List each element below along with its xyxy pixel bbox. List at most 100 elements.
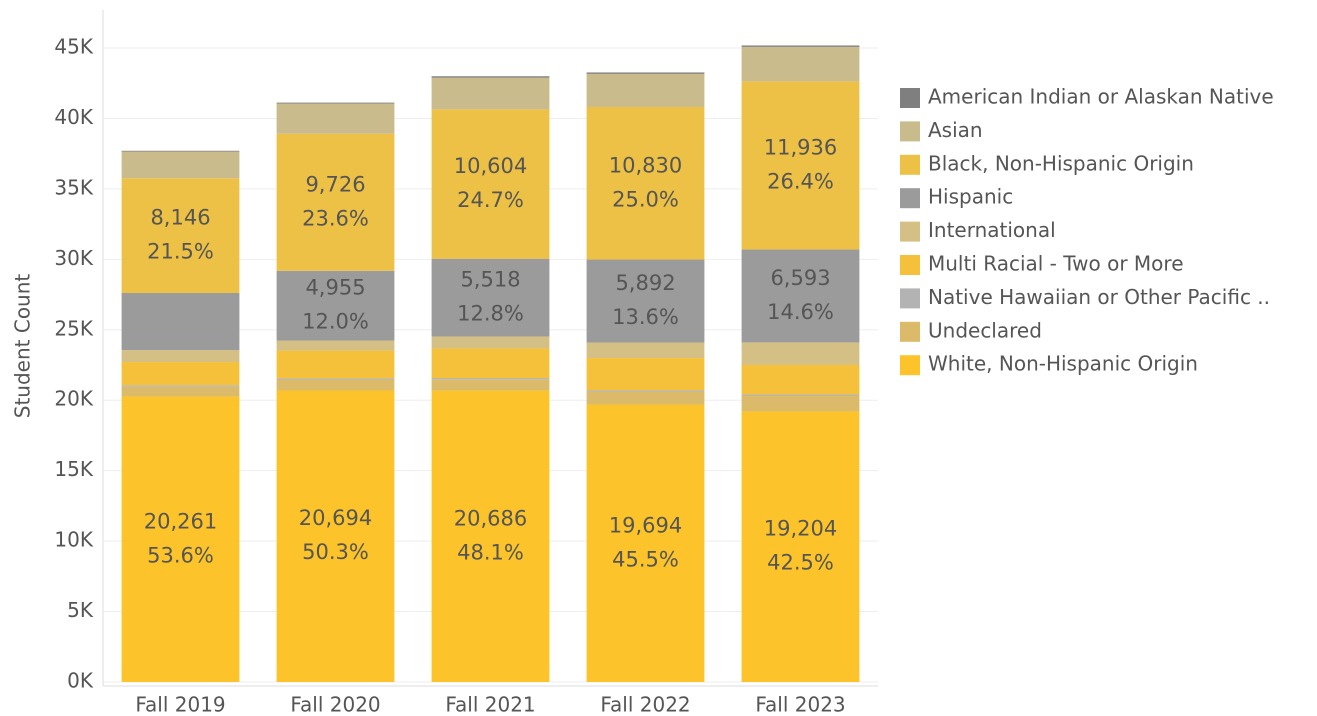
data-label: 13.6% [612,305,679,329]
bar-segment [586,73,705,107]
y-tick-label: 0K [67,669,94,693]
bar-segment [586,390,705,392]
bar-segment [121,293,240,351]
bar-segment [741,342,860,365]
bar-segment [741,46,860,82]
bar-segment [121,150,240,152]
bar-segment [741,411,860,682]
bar-segment [121,386,240,397]
x-tick-label: Fall 2022 [600,693,690,716]
bar-segment [741,364,860,395]
bar-segment [431,258,550,337]
legend-label: Asian [928,118,983,142]
y-tick-label: 25K [54,316,93,340]
legend-label: Native Hawaiian or Other Pacific .. [928,285,1270,309]
bar-segment [276,133,395,271]
bar-segment [121,178,240,294]
legend-swatch [900,255,920,275]
data-label: 20,261 [144,509,217,533]
data-label: 19,694 [609,513,682,537]
data-label: 25.0% [612,187,679,211]
bar-segment [431,109,550,259]
bar-segment [586,391,705,405]
data-label: 23.6% [302,206,369,230]
x-tick-label: Fall 2023 [755,693,845,716]
bar-segment [276,379,395,391]
legend-label: White, Non-Hispanic Origin [928,352,1198,376]
bar-segment [431,77,550,110]
bar-segment [586,106,705,260]
bar-segment [276,270,395,341]
legend-swatch [900,154,920,175]
data-label: 5,518 [460,268,520,292]
data-label: 12.0% [302,310,369,334]
data-label: 19,204 [764,517,837,541]
y-tick-label: 5K [67,598,94,622]
data-label: 53.6% [147,543,214,567]
bar-segment [276,340,395,351]
bar-segment [431,348,550,379]
data-label: 48.1% [457,540,524,564]
x-tick-label: Fall 2021 [445,693,535,716]
bar-segment [431,76,550,78]
bar-segment [586,72,705,74]
y-tick-label: 45K [54,35,93,59]
data-label: 10,604 [454,154,527,178]
bar-segment [586,342,705,359]
y-tick-label: 35K [54,175,93,199]
data-label: 50.3% [302,540,369,564]
data-label: 10,830 [609,153,682,177]
legend-label: Multi Racial - Two or More [928,252,1184,276]
data-label: 45.5% [612,547,679,571]
legend-swatch [900,355,920,376]
bar-segment [741,81,860,250]
bar-segment [121,362,240,386]
bar-segment [431,378,550,380]
y-tick-label: 15K [54,457,93,481]
bar-segment [121,396,240,682]
bar-segment [741,249,860,343]
bar-segment [276,390,395,682]
legend-label: International [928,218,1056,242]
bar-segment [276,102,395,104]
bar-segment [586,358,705,391]
y-tick-label: 40K [54,105,93,129]
data-label: 4,955 [305,276,365,300]
data-label: 42.5% [767,551,834,575]
data-label: 20,686 [454,506,527,530]
bar-segment [586,259,705,343]
data-label: 9,726 [305,172,365,196]
data-label: 8,146 [150,206,210,230]
legend-swatch [900,188,920,209]
y-tick-label: 10K [54,528,93,552]
legend-swatch [900,88,920,108]
bar-segment [741,45,860,47]
data-label: 21.5% [147,240,214,264]
bar-segment [121,151,240,179]
legend-swatch [900,288,920,309]
data-label: 20,694 [299,506,372,530]
y-tick-label: 20K [54,387,93,411]
legend-swatch [900,321,920,342]
x-tick-label: Fall 2020 [290,693,380,716]
legend-label: American Indian or Alaskan Native [928,85,1274,109]
bar-segment [431,379,550,391]
bar-segment [586,404,705,682]
bar-segment [431,390,550,682]
bar-segment [121,385,240,387]
data-label: 11,936 [764,135,837,159]
legend-label: Black, Non-Hispanic Origin [928,151,1194,175]
legend-label: Undeclared [928,318,1042,342]
data-label: 5,892 [615,271,675,295]
bar-segment [276,350,395,379]
data-label: 6,593 [770,266,830,290]
x-tick-label: Fall 2019 [135,693,225,716]
legend-swatch [900,221,920,242]
bar-segment [431,336,550,349]
bar-segment [741,394,860,396]
bar-segment [276,103,395,134]
data-label: 24.7% [457,188,524,212]
bar-segment [276,378,395,380]
bar-segment [741,395,860,412]
